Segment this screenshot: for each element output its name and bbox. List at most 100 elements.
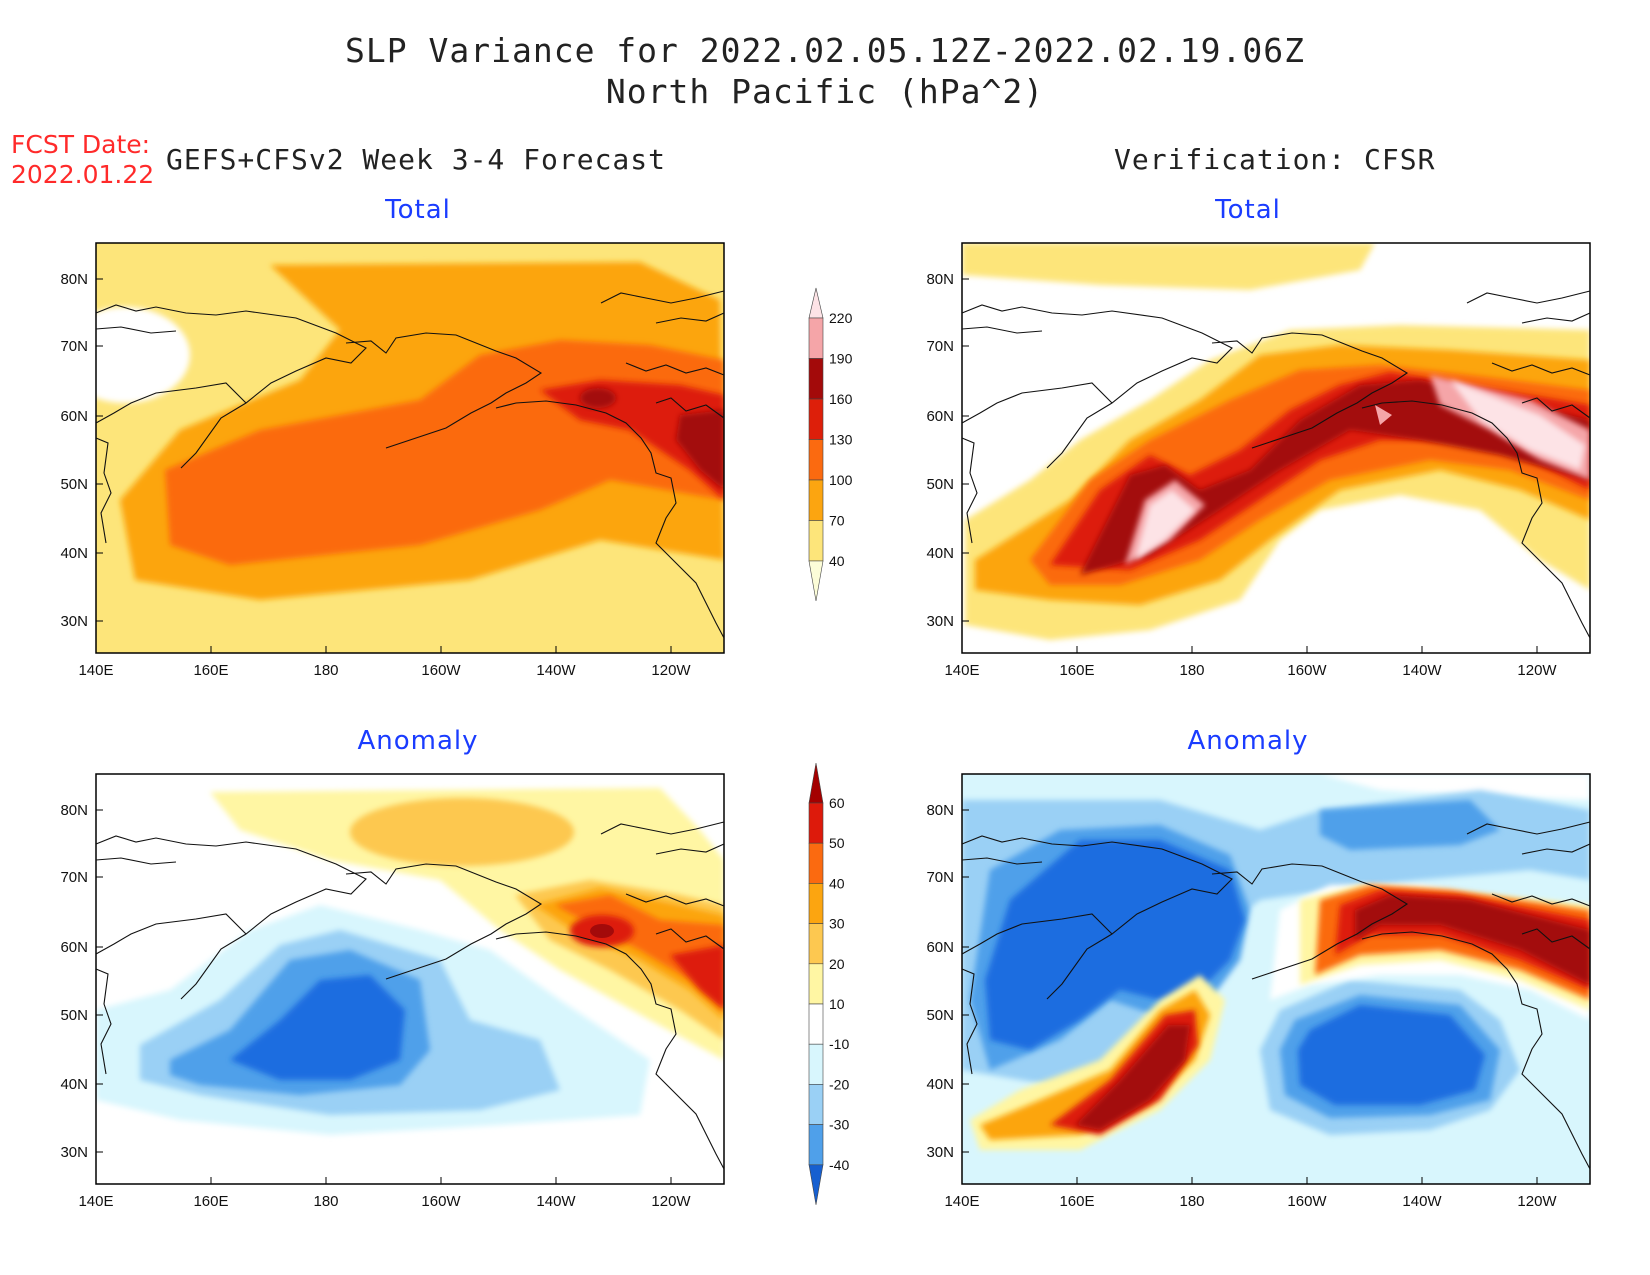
forecast-date-value: 2022.01.22: [11, 160, 155, 189]
lat-tick-label: 30N: [60, 1144, 88, 1161]
lat-tick-label: 60N: [60, 939, 88, 956]
colorbar-label: 220: [829, 310, 853, 326]
colorbar-swatch: [808, 520, 824, 562]
coastline: [961, 835, 1233, 1000]
verification-anomaly-panel: [961, 773, 1591, 1185]
lon-tick-label: 160W: [421, 1193, 461, 1210]
colorbar-swatch: [808, 963, 824, 1005]
coastline: [655, 312, 725, 324]
lon-tick-label: 160W: [1287, 1193, 1327, 1210]
coastline: [95, 968, 112, 1075]
lat-tick-label: 30N: [926, 613, 954, 630]
coastline: [1521, 843, 1591, 855]
coastline: [95, 437, 112, 544]
axis-ticks: 140E 160E 180 160W 140W 120W 80N 70N 60N 50N 40N 30…: [60, 271, 1557, 1210]
coastline: [95, 913, 247, 955]
coastline: [1521, 928, 1591, 950]
lat-tick-label: 30N: [926, 1144, 954, 1161]
colorbar-label: -20: [829, 1076, 849, 1092]
colorbar-swatch: [808, 883, 824, 924]
colorbar-swatch: [808, 317, 824, 359]
colorbar-arrow: [808, 560, 824, 602]
coastline-group: [95, 290, 725, 639]
lat-tick-label: 50N: [60, 1007, 88, 1024]
lon-tick-label: 120W: [1517, 662, 1557, 679]
map-frame: [961, 242, 1591, 654]
panel-subtitle: Anomaly: [357, 726, 479, 756]
coastline: [1361, 400, 1591, 639]
colorbar-swatch: [808, 479, 824, 521]
lat-tick-label: 40N: [60, 1076, 88, 1093]
lon-tick-label: 160E: [193, 1193, 228, 1210]
colorbar-swatch: [808, 398, 824, 440]
lat-tick-label: 80N: [926, 802, 954, 819]
colorbar-label: -30: [829, 1117, 849, 1133]
lon-tick-label: 160E: [1059, 662, 1094, 679]
lon-tick-label: 120W: [1517, 1193, 1557, 1210]
forecast-total-field: [96, 243, 724, 653]
coastline-group: [961, 821, 1591, 1170]
forecast-anomaly-panel: [95, 773, 725, 1185]
colorbar-label: -10: [829, 1036, 849, 1052]
coastline: [625, 893, 725, 907]
coastline: [95, 382, 247, 424]
lat-tick-label: 50N: [926, 1007, 954, 1024]
lat-tick-label: 70N: [60, 338, 88, 355]
colorbar-label: 130: [829, 432, 853, 448]
coastline: [1521, 312, 1591, 324]
colorbar-label: 20: [829, 956, 845, 972]
coastline: [1361, 931, 1591, 1170]
forecast-anomaly-field: [96, 774, 724, 1184]
verification-total-field: [962, 243, 1590, 653]
coastline: [1211, 332, 1409, 449]
coastline: [495, 400, 725, 639]
coastlines: [95, 290, 1591, 1170]
lat-tick-label: 70N: [926, 869, 954, 886]
lon-tick-label: 140W: [1402, 1193, 1442, 1210]
lon-tick-label: 140W: [536, 662, 576, 679]
colorbar-label: 60: [829, 795, 845, 811]
lat-tick-label: 70N: [60, 869, 88, 886]
colorbar-swatch: [808, 1003, 824, 1045]
lon-tick-label: 140E: [944, 1193, 979, 1210]
lon-tick-label: 140E: [944, 662, 979, 679]
verification-anomaly-field: [962, 774, 1590, 1184]
map-frame: [95, 242, 725, 654]
lat-tick-label: 30N: [60, 613, 88, 630]
lat-tick-label: 50N: [60, 476, 88, 493]
coastline: [95, 304, 367, 469]
coastline: [655, 843, 725, 855]
map-frame: [961, 773, 1591, 1185]
lon-tick-label: 180: [1179, 1193, 1204, 1210]
coastline: [655, 397, 725, 419]
colorbar-swatch: [808, 439, 824, 481]
lat-tick-label: 60N: [926, 408, 954, 425]
colorbar-swatch: [808, 802, 824, 844]
lon-tick-label: 180: [1179, 662, 1204, 679]
lon-tick-label: 120W: [651, 662, 691, 679]
lon-tick-label: 180: [313, 662, 338, 679]
lon-tick-label: 140E: [78, 1193, 113, 1210]
verification-total-panel: [961, 242, 1591, 654]
coastline: [95, 326, 177, 334]
lon-tick-label: 140W: [1402, 662, 1442, 679]
lat-tick-label: 50N: [926, 476, 954, 493]
lat-tick-label: 40N: [926, 1076, 954, 1093]
colorbar-label: 160: [829, 391, 853, 407]
lat-tick-label: 80N: [60, 802, 88, 819]
colorbar-label: 100: [829, 472, 853, 488]
colorbar-swatch: [808, 1043, 824, 1085]
coastline: [345, 332, 543, 449]
forecast-date-label: FCST Date:: [11, 130, 151, 159]
colorbar-arrow: [808, 287, 824, 319]
colorbar-swatch: [808, 923, 824, 965]
lon-tick-label: 160E: [193, 662, 228, 679]
lat-tick-label: 40N: [926, 545, 954, 562]
coastline: [961, 437, 978, 544]
coastline: [1466, 821, 1591, 835]
lon-tick-label: 140E: [78, 662, 113, 679]
lon-tick-label: 160W: [1287, 662, 1327, 679]
coastline: [1491, 362, 1591, 376]
coastline: [345, 863, 543, 980]
